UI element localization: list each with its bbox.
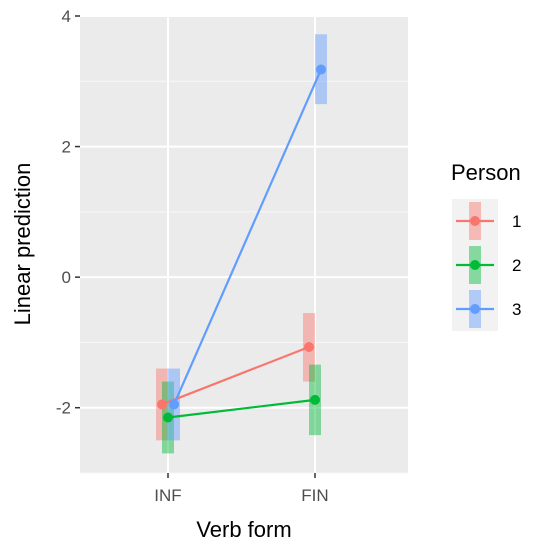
legend-key-point: [470, 260, 480, 270]
y-tick-label: -2: [56, 399, 71, 418]
legend-key-point: [470, 304, 480, 314]
y-axis-title: Linear prediction: [10, 163, 35, 326]
point-series-3: [316, 64, 326, 75]
point-series-2: [310, 394, 320, 405]
point-series-2: [163, 412, 173, 423]
legend-key-series-1: [452, 199, 498, 243]
legend-label-series-1: 1: [512, 212, 521, 231]
legend-key-series-2: [452, 243, 498, 287]
point-series-3: [169, 399, 179, 410]
series-points: [157, 64, 326, 423]
x-tick-label: INF: [154, 486, 181, 505]
series-lines: [161, 69, 323, 419]
y-tick-label: 4: [62, 7, 71, 26]
minor-gridlines: [80, 80, 408, 474]
line-series-2: [167, 398, 316, 419]
y-tick-label: 0: [62, 268, 71, 287]
y-tick-label: 2: [62, 138, 71, 157]
line-series-1: [161, 345, 310, 406]
point-series-1: [304, 341, 314, 352]
legend-title: Person: [451, 160, 521, 185]
line-series-3: [172, 69, 323, 405]
y-axis: -2 0 2 4: [56, 7, 80, 418]
legend: Person 1 2 3: [451, 160, 521, 331]
x-axis: INF FIN: [154, 473, 329, 505]
x-axis-title: Verb form: [196, 517, 291, 542]
legend-key-series-3: [452, 287, 498, 331]
x-tick-label: FIN: [301, 486, 328, 505]
legend-label-series-3: 3: [512, 300, 521, 319]
legend-label-series-2: 2: [512, 256, 521, 275]
point-series-1: [157, 399, 167, 410]
legend-key-point: [470, 216, 480, 226]
